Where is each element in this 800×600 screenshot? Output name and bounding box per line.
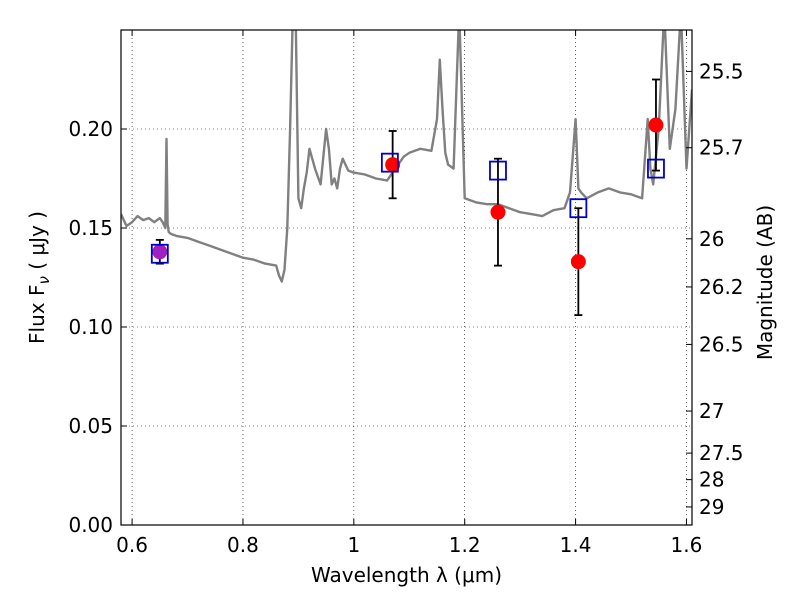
grid-lines bbox=[121, 30, 692, 525]
x-tick-label: 0.6 bbox=[116, 533, 148, 557]
right-tick-label: 26 bbox=[699, 227, 724, 251]
red-data-point bbox=[648, 117, 664, 133]
red-data-point bbox=[570, 254, 586, 270]
spectrum-series bbox=[121, 30, 692, 283]
right-tick-label: 25.7 bbox=[699, 136, 744, 160]
right-tick-label: 29 bbox=[699, 495, 724, 519]
purple-data-point bbox=[152, 244, 168, 260]
y-axis-label: Flux Fν ( μJy ) bbox=[25, 211, 53, 344]
right-tick-label: 27 bbox=[699, 399, 724, 423]
x-tick-label: 1 bbox=[347, 533, 360, 557]
right-axis-label: Magnitude (AB) bbox=[753, 205, 777, 360]
spectrum-line bbox=[121, 30, 692, 283]
x-tick-label: 0.8 bbox=[227, 533, 259, 557]
y-tick-label: 0.20 bbox=[68, 117, 113, 141]
blue-square-marker bbox=[489, 160, 507, 181]
x-axis-label: Wavelength λ (μm) bbox=[311, 563, 502, 587]
y-tick-label: 0.10 bbox=[68, 315, 113, 339]
blue-square-marker bbox=[569, 198, 588, 219]
y-axis-label-units: ( μJy ) bbox=[25, 211, 49, 276]
right-tick-label: 25.5 bbox=[699, 59, 744, 83]
x-tick-label: 1.2 bbox=[449, 533, 481, 557]
plot-frame bbox=[120, 29, 693, 526]
x-tick-label: 1.6 bbox=[671, 533, 703, 557]
axis-ticks: 0.6 0.8 1 1.2 1.4 1.6 0.00 0.05 0.10 0.15 0.20 25.5… bbox=[68, 30, 744, 557]
red-data-point bbox=[490, 204, 506, 220]
x-tick-label: 1.4 bbox=[560, 533, 592, 557]
right-tick-label: 28 bbox=[699, 468, 724, 492]
data-points bbox=[150, 78, 665, 317]
right-tick-label: 26.2 bbox=[699, 275, 744, 299]
blue-square-marker bbox=[647, 158, 665, 179]
y-axis-label-sub: ν bbox=[35, 276, 53, 284]
right-tick-label: 27.5 bbox=[699, 441, 744, 465]
y-tick-label: 0.15 bbox=[68, 216, 113, 240]
red-data-point bbox=[385, 157, 401, 173]
blue-square-marker bbox=[380, 152, 399, 173]
right-tick-label: 26.5 bbox=[699, 332, 744, 356]
y-tick-label: 0.05 bbox=[68, 414, 113, 438]
y-axis-label-main: Flux F bbox=[25, 285, 49, 344]
blue-square-marker bbox=[150, 243, 169, 264]
y-tick-label: 0.00 bbox=[68, 513, 113, 537]
